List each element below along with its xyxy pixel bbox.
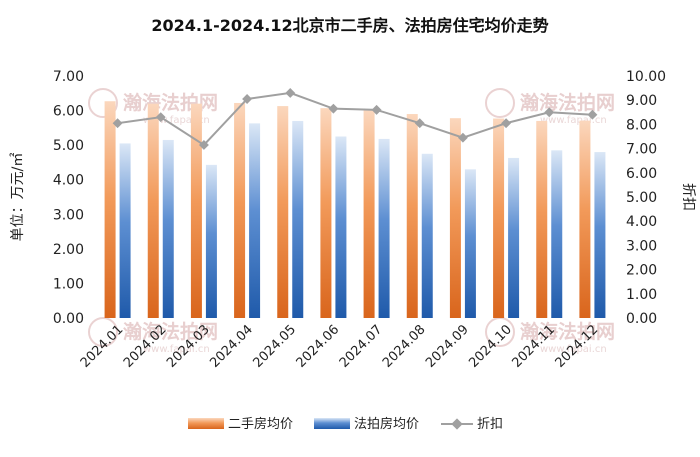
bar-resale [104, 101, 116, 318]
bar-auction [421, 153, 433, 318]
bar-auction [551, 150, 563, 318]
right-tick-label: 7.00 [626, 142, 657, 158]
x-tick-label: 2024.09 [423, 322, 472, 371]
bar-resale [277, 106, 289, 318]
right-tick-label: 5.00 [626, 190, 657, 206]
bar-auction [464, 169, 476, 318]
right-axis-ticks: 0.00 1.00 2.00 3.00 4.00 5.00 6.00 7.00 8.00 9.00… [626, 69, 666, 327]
watermark-logo [88, 317, 118, 347]
watermark-text: 瀚海法拍网 [122, 320, 218, 343]
bar-resale [190, 103, 202, 319]
right-axis-label: 折扣 [680, 183, 696, 211]
discount-point [198, 140, 209, 150]
legend-swatch-resale [188, 418, 224, 429]
x-tick-label: 2024.10 [466, 322, 515, 371]
bar-resale [320, 108, 332, 318]
bar-resale [406, 114, 418, 319]
left-tick-label: 4.00 [53, 173, 84, 189]
bar-resale [536, 120, 548, 318]
legend-marker-discount [451, 418, 463, 430]
discount-point [457, 132, 468, 143]
watermark-url: www.fapai.cn [540, 115, 607, 126]
watermark-group: 瀚海法拍网www.fapai.cn瀚海法拍网www.fapai.cn瀚海法拍网w… [88, 88, 615, 355]
right-tick-label: 4.00 [626, 214, 657, 230]
bar-resale [579, 120, 591, 319]
right-tick-label: 9.00 [626, 93, 657, 109]
discount-point [242, 94, 253, 104]
bar-auction [249, 123, 261, 318]
bar-auction [378, 138, 390, 318]
legend: 二手房均价 法拍房均价 折扣 [188, 416, 503, 432]
x-tick-label: 2024.08 [380, 322, 429, 371]
bar-auction [292, 120, 304, 318]
x-tick-label: 2024.06 [294, 322, 343, 371]
discount-point [587, 109, 598, 120]
right-tick-label: 1.00 [626, 287, 657, 303]
right-tick-label: 6.00 [626, 166, 657, 182]
legend-label-discount: 折扣 [477, 417, 503, 432]
left-tick-label: 3.00 [53, 207, 84, 223]
chart-title: 2024.1-2024.12北京市二手房、法拍房住宅均价走势 [151, 16, 548, 35]
bar-auction [205, 164, 217, 318]
left-tick-label: 5.00 [53, 138, 84, 154]
x-tick-label: 2024.07 [337, 322, 386, 371]
watermark-url: www.fapai.cn [540, 344, 607, 355]
watermark-url: www.fapai.cn [143, 115, 210, 126]
left-axis-label: 单位：万元/㎡ [10, 153, 26, 242]
right-tick-label: 8.00 [626, 117, 657, 133]
legend-swatch-auction [314, 418, 350, 429]
bar-auction [594, 152, 606, 318]
watermark-text: 瀚海法拍网 [122, 91, 218, 114]
left-tick-label: 1.00 [53, 276, 84, 292]
discount-line [117, 91, 593, 147]
watermark-text: 瀚海法拍网 [519, 320, 615, 343]
watermark-url: www.fapai.cn [143, 344, 210, 355]
right-tick-label: 3.00 [626, 238, 657, 254]
discount-point [544, 107, 555, 118]
right-tick-label: 0.00 [626, 311, 657, 327]
discount-point [285, 87, 296, 98]
x-tick-label: 2024.01 [78, 322, 127, 371]
bar-resale [234, 102, 246, 318]
left-tick-label: 2.00 [53, 242, 84, 258]
bar-resale [449, 118, 461, 318]
left-tick-label: 6.00 [53, 104, 84, 120]
x-tick-label: 2024.05 [250, 322, 299, 371]
bar-resale [493, 118, 505, 318]
right-tick-label: 2.00 [626, 263, 657, 279]
legend-label-auction: 法拍房均价 [354, 416, 419, 432]
watermark-text: 瀚海法拍网 [519, 91, 615, 114]
watermark-logo [88, 88, 118, 118]
discount-point [155, 112, 166, 123]
left-tick-label: 7.00 [53, 69, 84, 85]
left-axis-ticks: 0.00 1.00 2.00 3.00 4.00 5.00 6.00 7.00 [53, 69, 84, 327]
right-tick-label: 10.00 [626, 69, 666, 85]
bars-group [104, 101, 606, 319]
left-tick-label: 0.00 [53, 311, 84, 327]
bar-auction [508, 157, 520, 318]
bar-auction [119, 143, 131, 318]
bar-resale [147, 103, 159, 319]
bar-resale [363, 110, 375, 318]
watermark-logo [485, 88, 515, 118]
bar-auction [162, 139, 174, 318]
legend-label-resale: 二手房均价 [228, 416, 293, 432]
bar-auction [335, 136, 347, 318]
discount-point [112, 118, 123, 129]
